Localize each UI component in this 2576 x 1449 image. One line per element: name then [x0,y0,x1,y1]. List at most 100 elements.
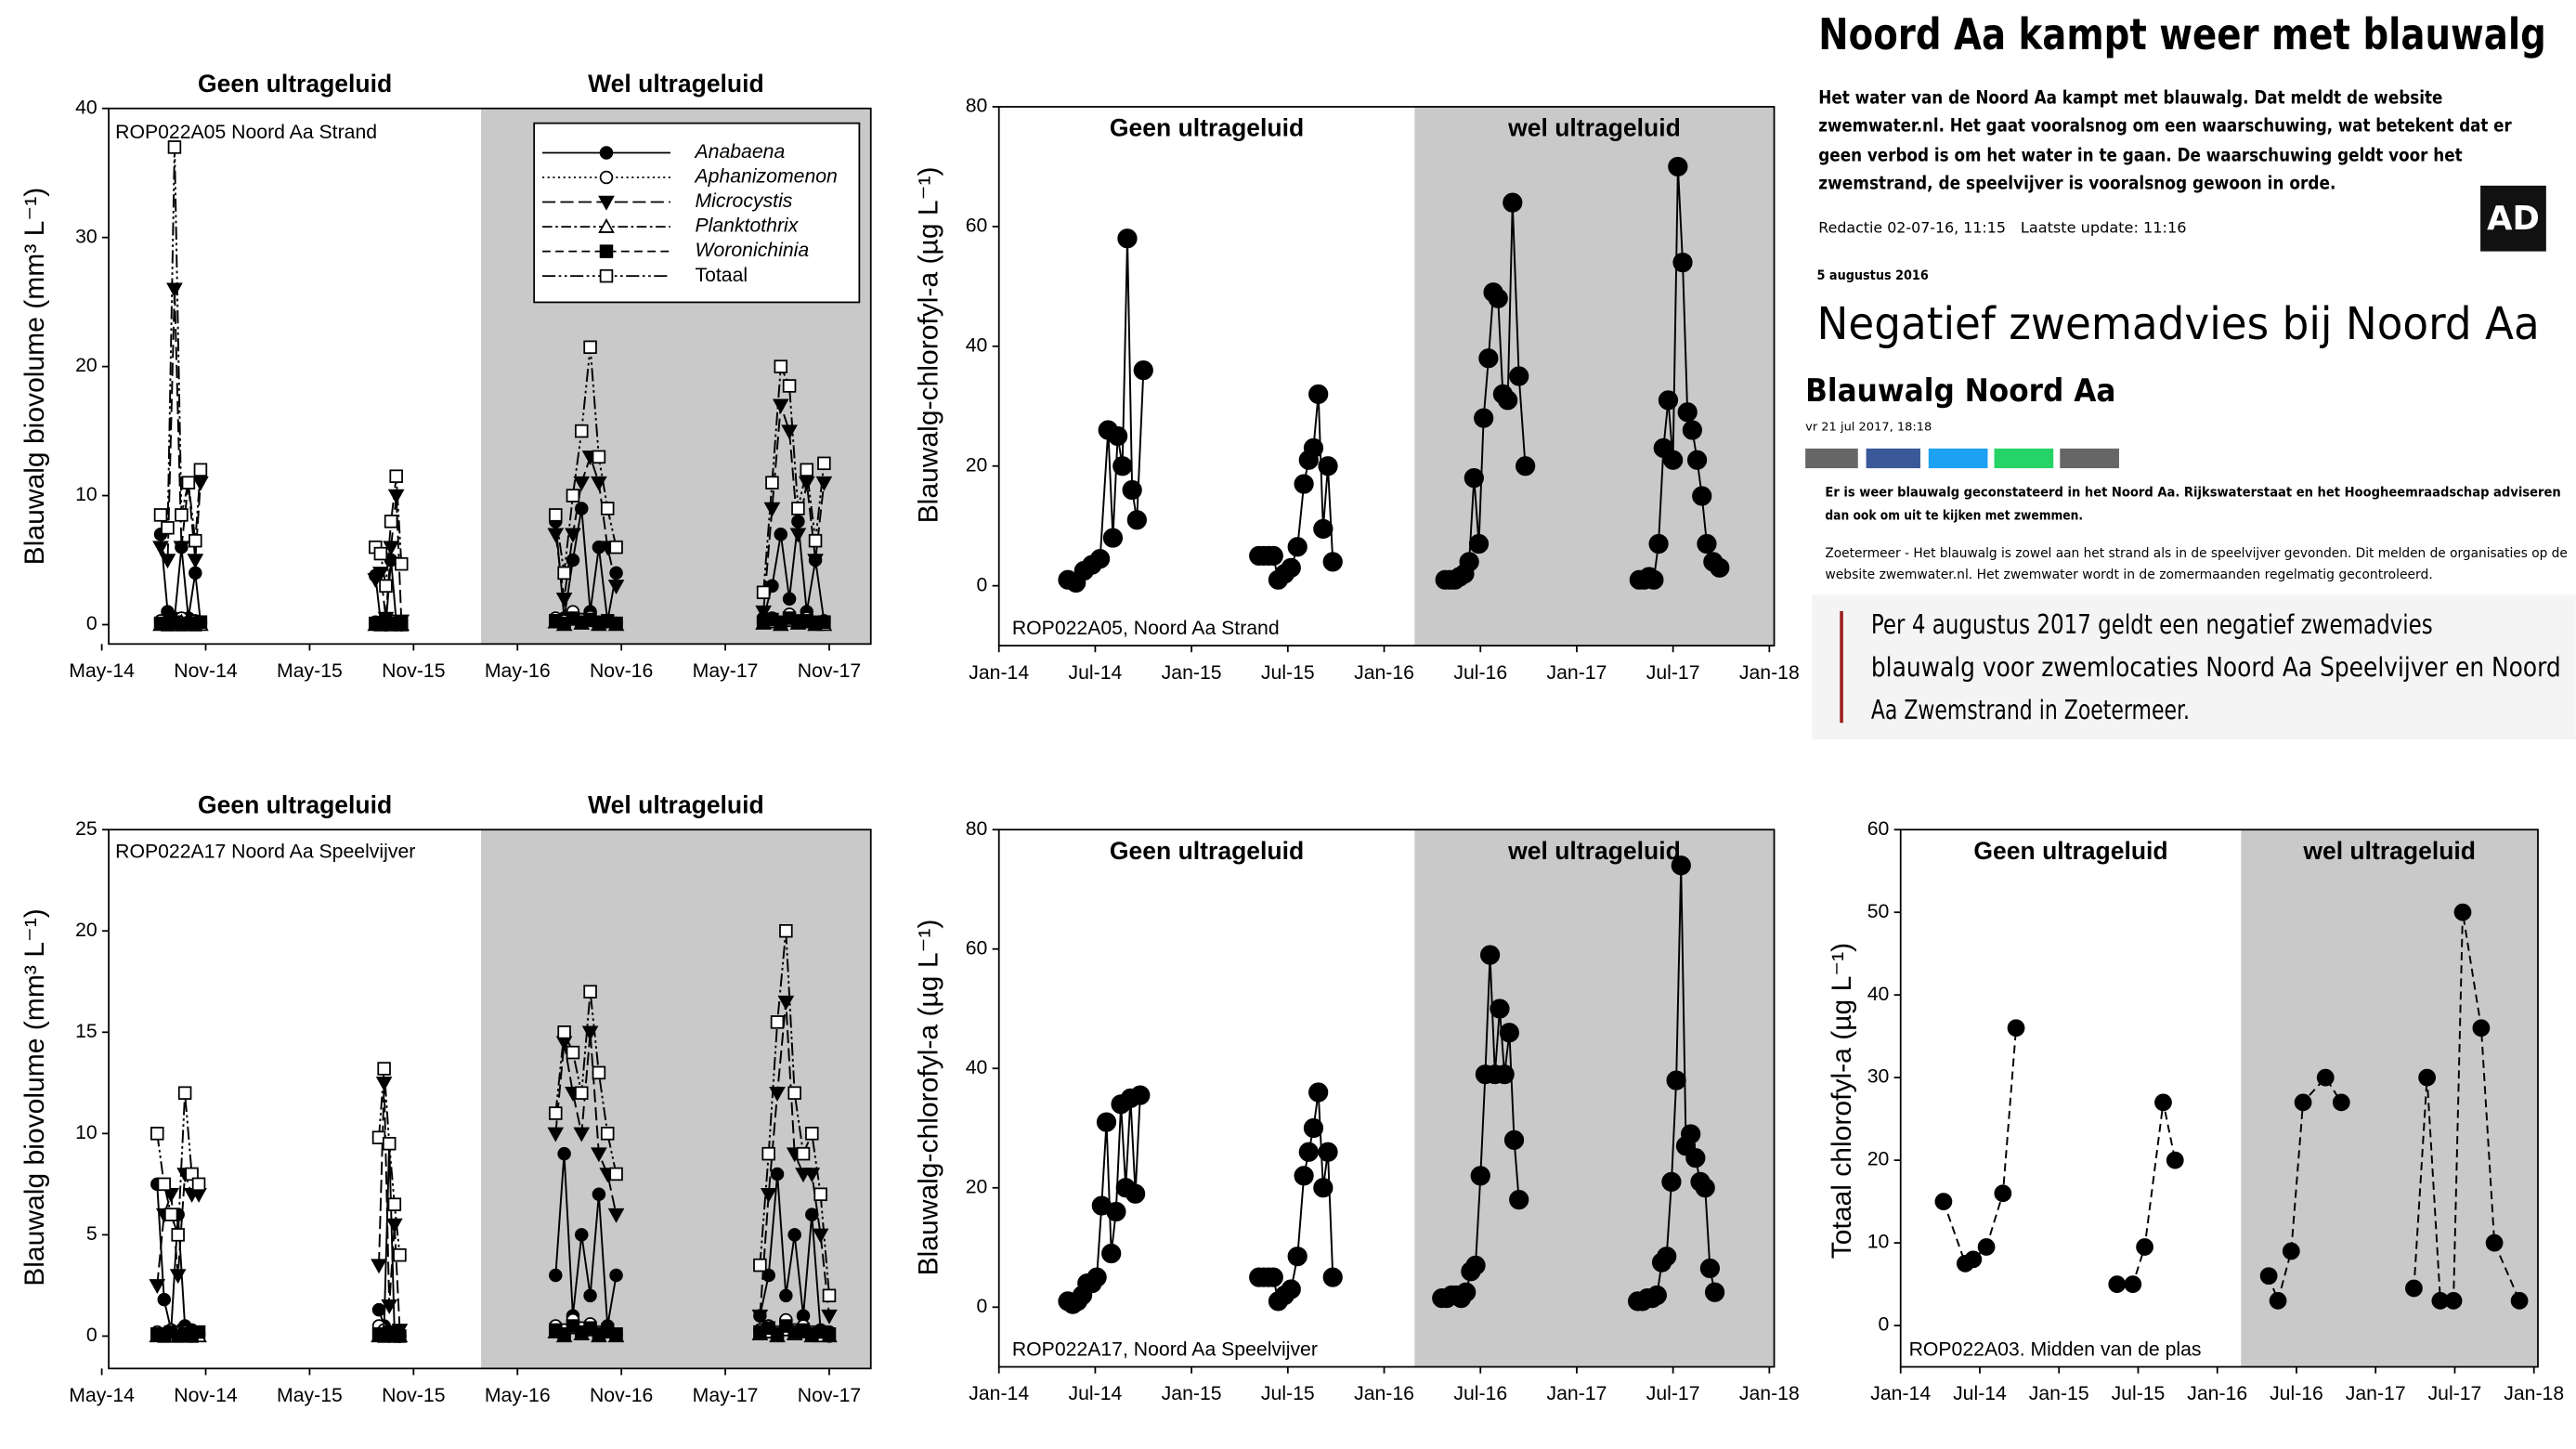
marker [566,489,580,503]
marker [575,1228,589,1242]
marker [609,566,623,581]
legend-marker [599,146,614,160]
marker [600,1127,615,1141]
x-tick-label: Nov-15 [382,1385,445,1406]
x-tick-label: Jan-15 [1162,1383,1222,1404]
y-tick-label: 20 [966,454,988,476]
marker [805,1127,819,1141]
marker [387,489,405,504]
y-tick-label: 0 [86,613,98,634]
x-tick-label: May-14 [69,660,135,682]
marker [387,1197,402,1211]
marker [2282,1242,2300,1260]
marker [1263,545,1283,567]
marker [2124,1275,2142,1293]
x-tick-label: Nov-17 [798,660,861,682]
marker [821,1309,838,1325]
marker [393,1247,407,1262]
marker [2510,1292,2529,1310]
share-button[interactable] [1928,448,1988,469]
marker [1494,1064,1515,1085]
marker [2269,1292,2287,1310]
marker [1704,1282,1725,1302]
share-button[interactable] [1805,448,1858,469]
y-axis-label: Blauwalg biovolume (mm³ L⁻¹) [20,908,50,1286]
marker [2007,1019,2025,1038]
annotation: ROP022A05 Noord Aa Strand [115,122,377,143]
news-title: Noord Aa kampt weer met blauwalg [1818,9,2546,59]
marker [607,580,625,594]
x-tick-label: Jan-17 [1546,1383,1607,1404]
marker [779,923,793,938]
marker [1122,479,1142,501]
x-tick-label: May-16 [485,1385,551,1406]
plot-frame [997,829,1776,1368]
y-tick-label: 10 [75,484,98,505]
x-tick-label: May-14 [69,1385,135,1406]
marker [787,1228,801,1242]
marker [381,1299,398,1314]
plot-frame [108,107,872,646]
y-axis-label: Blauwalg biovolume (mm³ L⁻¹) [20,188,50,566]
x-tick-label: Jul-16 [2270,1383,2323,1404]
marker [163,1188,180,1203]
marker [1648,533,1669,555]
quote-text: Per 4 augustus 2017 geldt een negatief z… [1871,609,2433,640]
chart: 0 5 10 15 20 25 May-14 Nov-14 May-15 Nov-15 May-16… [20,790,872,1406]
marker [1456,1282,1477,1302]
marker [389,469,403,483]
news-text: Het water van de Noord Aa kampt met blau… [1818,87,2442,109]
legend-marker [598,217,615,233]
marker [1658,390,1679,411]
marker [1644,569,1664,590]
marker [1677,402,1698,423]
share-button[interactable] [1866,448,1920,469]
x-tick-label: Jul-17 [1646,662,1700,684]
marker [791,502,805,516]
legend-marker [599,268,614,283]
marker [173,541,190,556]
marker [1488,288,1508,308]
x-tick-label: Jan-14 [969,662,1029,684]
marker [817,456,831,471]
marker [1503,1129,1525,1150]
x-tick-label: May-17 [693,1385,759,1406]
marker [600,502,615,516]
marker [373,546,388,561]
marker [808,533,823,548]
marker [1490,999,1510,1019]
news-byline: Redactie 02-07-16, 11:15 [1818,218,2006,236]
chart: 0 20 40 60 80 Jan-14 Jul-14 Jan-15 Jul-15 Jan-16 J… [913,96,1799,684]
marker [813,1187,827,1202]
marker [1682,420,1702,440]
share-button[interactable] [1994,448,2054,469]
y-tick-label: 30 [75,226,98,247]
marker [1646,1285,1667,1306]
share-button[interactable] [2060,448,2119,469]
news-text: zwemwater.nl. Het gaat vooralsnog om een… [1818,115,2512,137]
x-tick-label: Jul-15 [1261,662,1315,684]
marker [1133,359,1153,381]
marker [557,1146,571,1161]
plot-frame [1899,829,2539,1368]
quote-box [1812,594,2576,739]
marker [1294,474,1314,494]
y-tick-label: 80 [966,96,988,117]
marker [1699,1258,1721,1279]
x-tick-label: May-16 [485,660,551,682]
y-tick-label: 40 [966,334,988,356]
marker [2453,903,2472,921]
panel-label: Geen ultrageluid [1110,837,1304,865]
marker [1964,1250,1983,1269]
marker [755,605,772,620]
marker [763,502,781,517]
x-tick-label: Nov-16 [590,1385,653,1406]
article-body: website zwemwater.nl. Het zwemwater word… [1825,568,2432,582]
x-tick-label: Jan-16 [1354,662,1414,684]
marker [789,528,807,543]
article-lead: Er is weer blauwalg geconstateerd in het… [1825,486,2560,501]
marker [1686,450,1708,470]
marker [395,618,409,632]
quote-text: Aa Zwemstrand in Zoetermeer. [1871,695,2190,725]
marker [583,1288,597,1303]
